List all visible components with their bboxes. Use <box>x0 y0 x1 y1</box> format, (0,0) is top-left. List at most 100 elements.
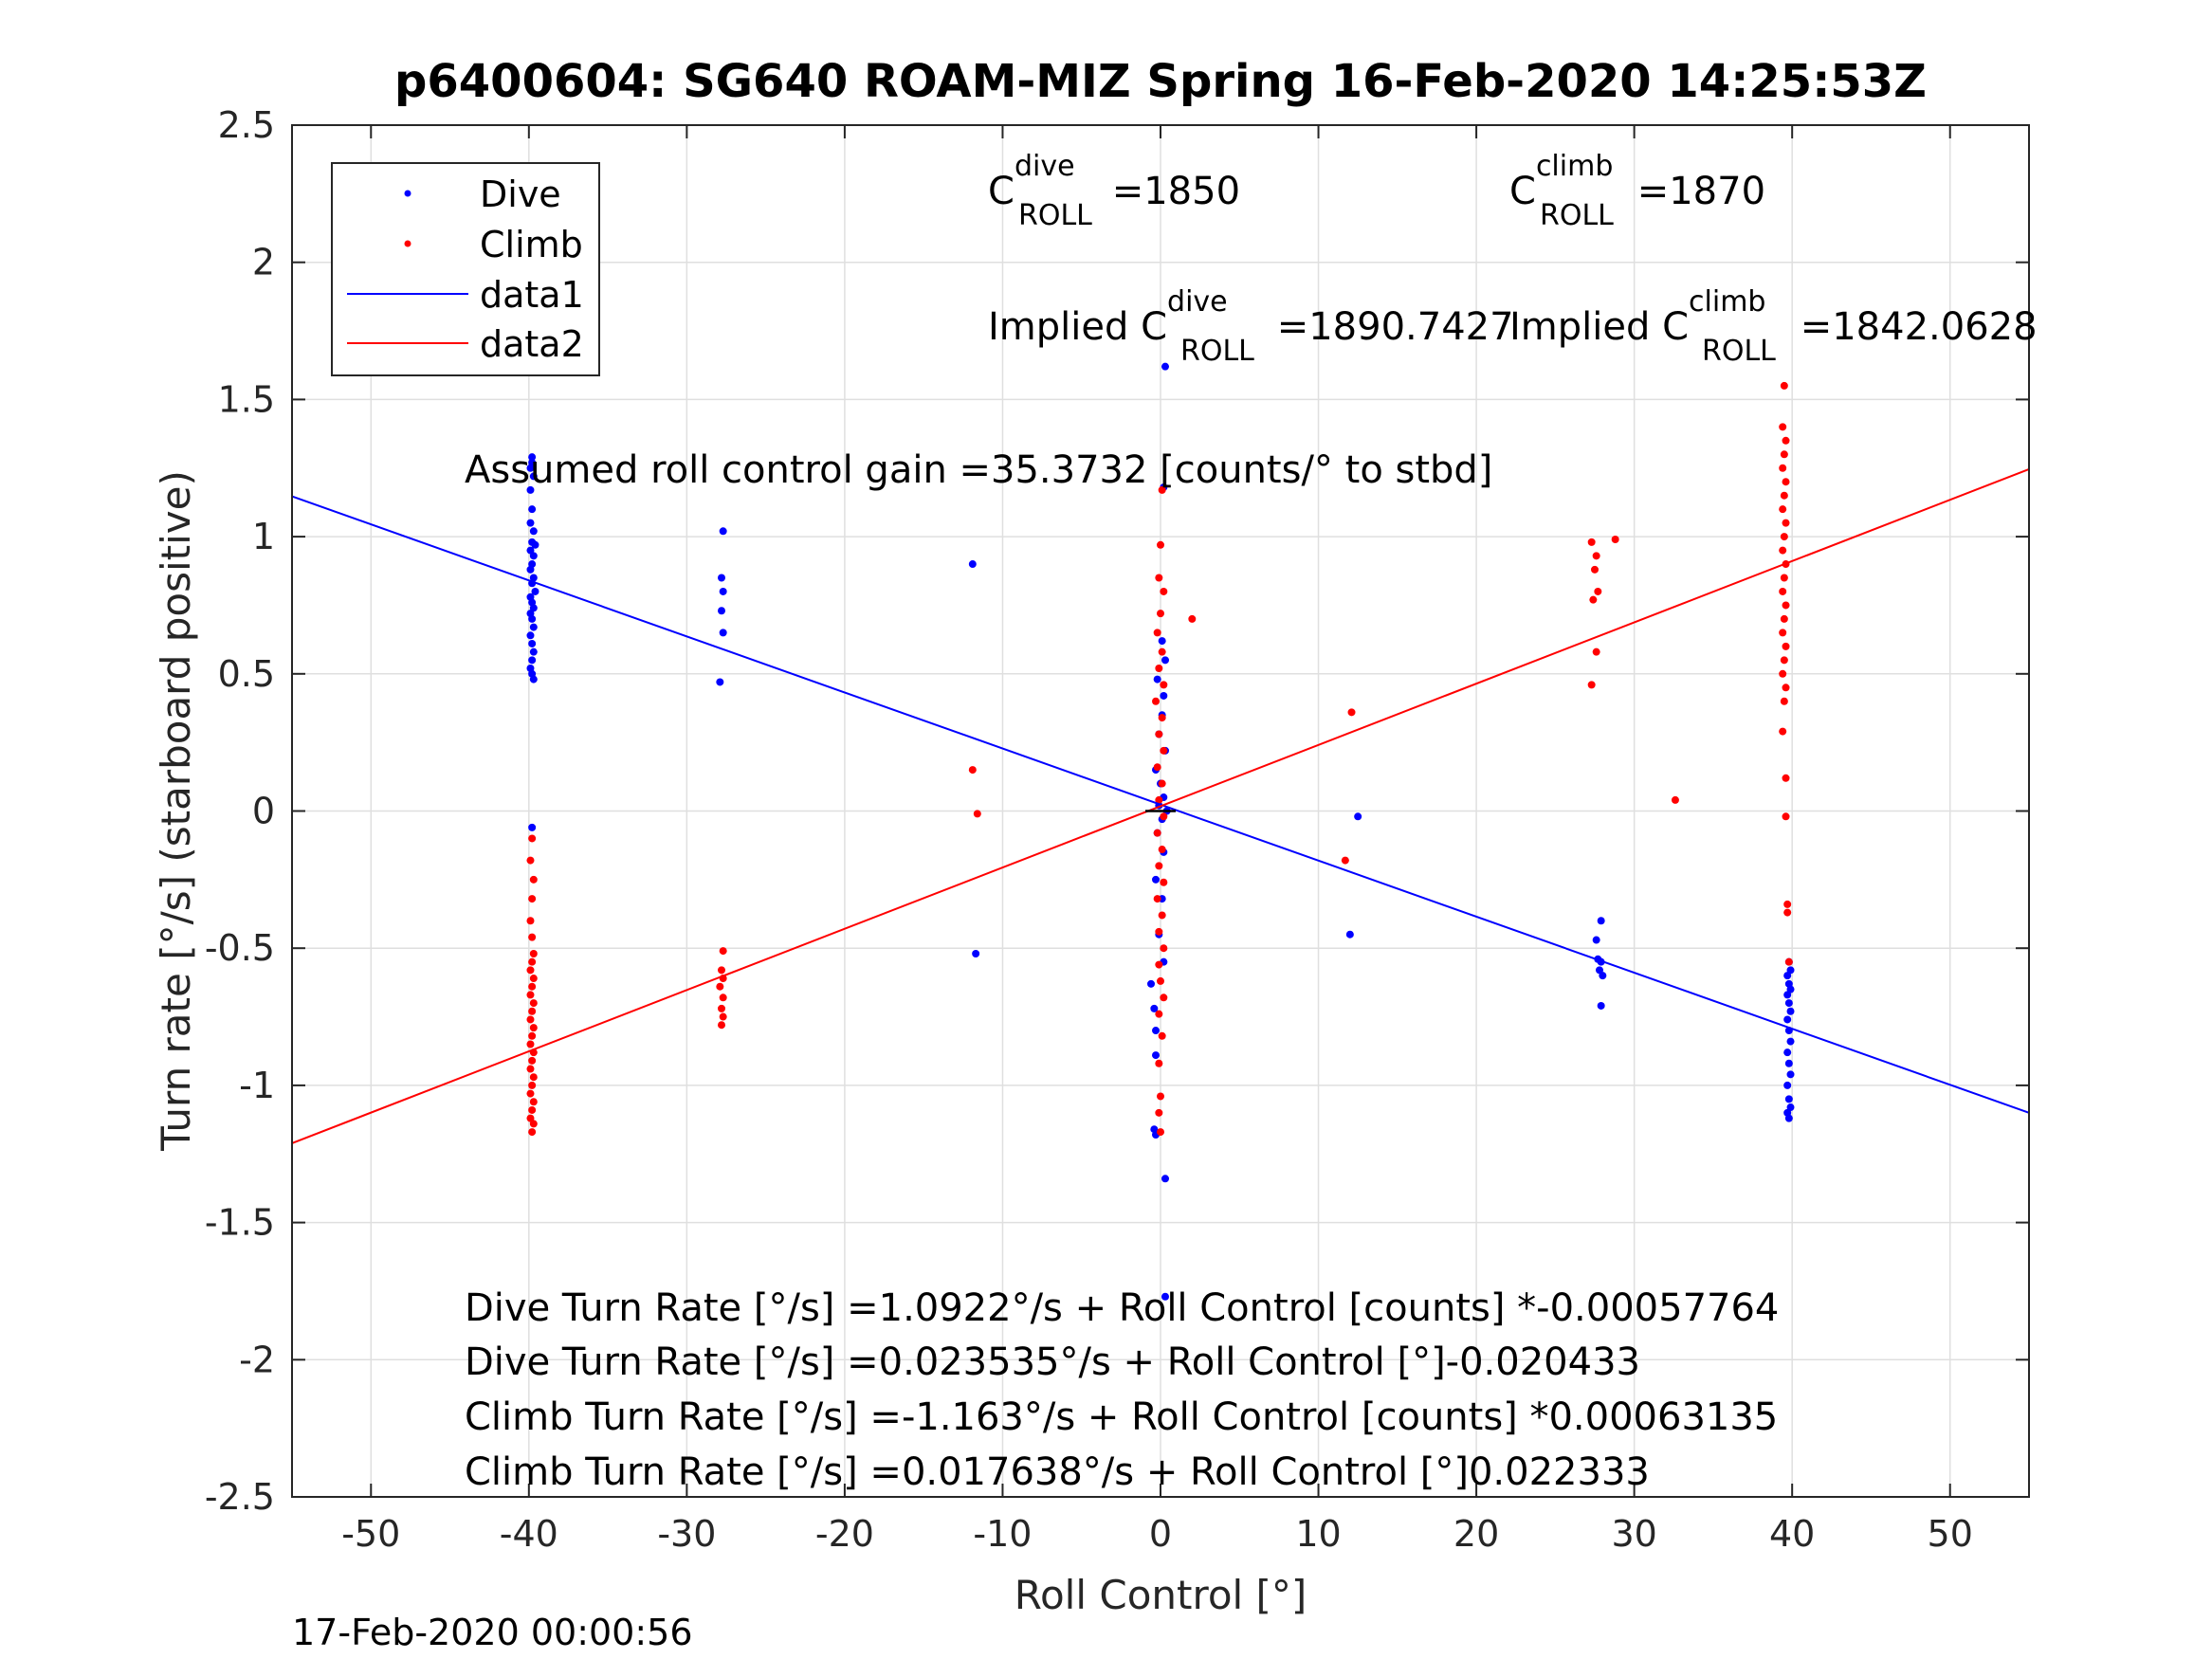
data-point-climb <box>1780 450 1788 459</box>
data-point-dive <box>529 527 538 536</box>
data-point-climb <box>1152 697 1161 705</box>
data-point-climb <box>528 834 537 843</box>
ticks <box>292 124 2029 1498</box>
data-point-climb <box>1157 1092 1164 1101</box>
data-point-climb <box>526 856 535 865</box>
data-point-climb <box>1779 629 1787 637</box>
data-point-climb <box>1158 779 1166 788</box>
data-point-dive <box>719 629 727 637</box>
data-point-climb <box>1671 795 1679 804</box>
y-tick-label: 2 <box>252 242 275 283</box>
y-tick-label: 1.5 <box>218 378 275 420</box>
data-point-dive <box>1786 966 1795 975</box>
data-point-climb <box>1780 656 1788 665</box>
x-tick-label: -30 <box>657 1513 716 1555</box>
data-point-climb <box>719 994 727 1002</box>
data-point-climb <box>528 1105 537 1114</box>
data-point-dive <box>528 639 537 647</box>
data-point-climb <box>1155 1010 1163 1018</box>
data-point-climb <box>1347 708 1356 717</box>
data-point-climb <box>718 1021 726 1030</box>
data-point-climb <box>1188 614 1197 623</box>
data-point-climb <box>1155 927 1163 936</box>
data-point-climb <box>1157 540 1164 549</box>
data-point-dive <box>1595 966 1603 975</box>
data-point-climb <box>1782 436 1790 445</box>
data-point-dive <box>719 587 727 595</box>
data-point-dive <box>1784 1095 1793 1103</box>
data-point-climb <box>1158 846 1166 854</box>
data-point-climb <box>1780 574 1788 582</box>
y-tick-label: -2 <box>239 1339 275 1380</box>
data-point-climb <box>1587 681 1596 689</box>
data-point-climb <box>1158 911 1166 920</box>
legend: Dive Climb data1 data2 <box>331 162 600 376</box>
data-point-dive <box>1147 979 1156 988</box>
data-point-climb <box>1782 601 1790 610</box>
data-point-climb <box>1591 565 1599 574</box>
data-point-climb <box>1587 538 1596 546</box>
data-point-dive <box>972 949 980 957</box>
data-point-climb <box>1157 1128 1164 1137</box>
data-point-climb <box>1155 960 1163 969</box>
data-point-climb <box>526 1114 535 1122</box>
data-point-climb <box>1158 1031 1166 1040</box>
data-point-dive <box>718 574 726 582</box>
data-point-climb <box>1782 812 1790 821</box>
data-point-climb <box>968 766 977 775</box>
data-point-climb <box>528 1081 537 1089</box>
annotation-eq-climb-counts: Climb Turn Rate [°/s] =-1.163°/s + Roll … <box>465 1395 1778 1439</box>
data-point-climb <box>1782 478 1790 486</box>
data-point-climb <box>526 991 535 999</box>
legend-marker-climb <box>404 240 411 247</box>
annotation-eq-dive-deg: Dive Turn Rate [°/s] =0.023535°/s + Roll… <box>465 1340 1640 1384</box>
data-point-dive <box>529 472 538 481</box>
legend-box <box>331 162 600 376</box>
data-point-climb <box>1157 976 1164 985</box>
data-point-climb <box>528 933 537 941</box>
data-point-climb <box>526 1089 535 1098</box>
data-point-dive <box>531 587 539 595</box>
x-tick-label: -10 <box>973 1513 1032 1555</box>
data-point-dive <box>716 678 724 686</box>
data-point-climb <box>1780 381 1788 390</box>
data-point-climb <box>528 982 537 991</box>
data-point-climb <box>1157 610 1164 618</box>
data-point-dive <box>1786 985 1795 994</box>
data-point-dive <box>528 614 537 623</box>
data-point-climb <box>1153 895 1161 903</box>
data-point-climb <box>1779 505 1787 514</box>
data-point-climb <box>1160 944 1168 953</box>
x-axis-label: Roll Control [°] <box>1015 1572 1307 1618</box>
annotations: Cdive ROLL =1850 Cclimb ROLL =1870 Implied… <box>465 150 2038 1494</box>
data-point-dive <box>528 656 537 665</box>
data-point-climb <box>528 1007 537 1015</box>
y-tick-label: -1 <box>239 1065 275 1106</box>
data-point-climb <box>1782 642 1790 650</box>
data-point-dive <box>1152 875 1161 884</box>
data-point-climb <box>718 1004 726 1012</box>
data-point-dive <box>526 631 535 640</box>
data-point-dive <box>1786 1037 1795 1046</box>
data-point-climb <box>1158 714 1166 722</box>
data-point-dive <box>1354 812 1362 821</box>
annotation-c-climb: Cclimb ROLL =1870 <box>1509 150 1765 232</box>
data-point-climb <box>529 999 538 1008</box>
data-point-dive <box>1786 1070 1795 1079</box>
data-point-climb <box>1782 684 1790 692</box>
data-point-climb <box>1155 665 1163 673</box>
data-point-climb <box>1780 491 1788 500</box>
data-point-dive <box>526 565 535 574</box>
data-point-dive <box>719 527 727 536</box>
legend-label-data1: data1 <box>480 274 584 316</box>
data-point-climb <box>1779 546 1787 555</box>
data-point-dive <box>526 464 535 472</box>
data-point-climb <box>528 1128 537 1137</box>
data-point-climb <box>1779 464 1787 472</box>
data-point-dive <box>526 546 535 555</box>
data-point-climb <box>1160 746 1168 755</box>
data-point-dive <box>529 552 538 560</box>
data-point-climb <box>1784 957 1793 966</box>
legend-marker-dive <box>404 190 411 197</box>
